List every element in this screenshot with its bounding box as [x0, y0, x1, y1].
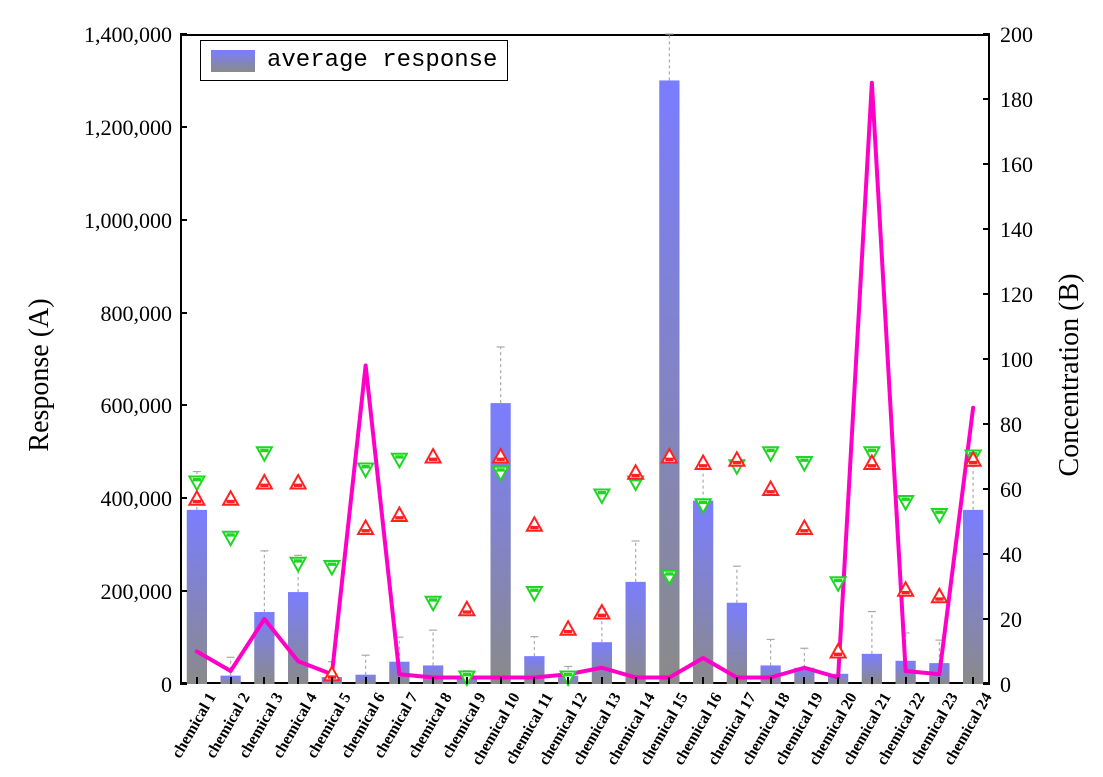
y-left-tick-mark — [180, 404, 187, 406]
x-tick-mark — [668, 677, 670, 684]
y-left-tick-label: 400,000 — [72, 486, 172, 512]
y-right-tick-mark — [983, 228, 990, 230]
y-right-tick-mark — [983, 293, 990, 295]
y-right-tick-label: 160 — [1000, 152, 1033, 178]
x-tick-mark — [702, 677, 704, 684]
y-right-tick-mark — [983, 488, 990, 490]
y-right-tick-mark — [983, 33, 990, 35]
y-right-tick-mark — [983, 553, 990, 555]
y-left-tick-mark — [180, 497, 187, 499]
legend: average response — [200, 40, 508, 81]
y-left-tick-label: 200,000 — [72, 579, 172, 605]
y-right-tick-mark — [983, 163, 990, 165]
y-right-tick-mark — [983, 683, 990, 685]
y-right-tick-label: 40 — [1000, 542, 1022, 568]
y-right-tick-label: 60 — [1000, 477, 1022, 503]
x-tick-mark — [938, 677, 940, 684]
x-tick-mark — [196, 677, 198, 684]
y-left-tick-label: 1,000,000 — [72, 208, 172, 234]
y-right-tick-label: 180 — [1000, 87, 1033, 113]
y-right-tick-label: 120 — [1000, 282, 1033, 308]
y-right-tick-label: 0 — [1000, 672, 1011, 698]
x-tick-mark — [871, 677, 873, 684]
plot-area — [180, 34, 990, 684]
y-right-tick-label: 140 — [1000, 217, 1033, 243]
y-left-tick-label: 600,000 — [72, 393, 172, 419]
y-right-tick-mark — [983, 358, 990, 360]
y-right-tick-label: 20 — [1000, 607, 1022, 633]
x-tick-mark — [601, 677, 603, 684]
x-tick-mark — [365, 677, 367, 684]
y-right-tick-label: 200 — [1000, 22, 1033, 48]
x-tick-mark — [263, 677, 265, 684]
y-left-tick-mark — [180, 219, 187, 221]
y-right-tick-mark — [983, 98, 990, 100]
x-tick-mark — [533, 677, 535, 684]
x-tick-mark — [635, 677, 637, 684]
y-left-tick-label: 1,400,000 — [72, 22, 172, 48]
x-tick-mark — [905, 677, 907, 684]
x-tick-mark — [432, 677, 434, 684]
y-left-tick-label: 800,000 — [72, 301, 172, 327]
y-axis-right-label: Concentration (B) — [1054, 274, 1086, 477]
x-tick-mark — [398, 677, 400, 684]
y-left-tick-mark — [180, 683, 187, 685]
x-tick-mark — [466, 677, 468, 684]
y-right-tick-mark — [983, 618, 990, 620]
x-tick-mark — [770, 677, 772, 684]
x-tick-mark — [972, 677, 974, 684]
chart-container: Response (A) Concentration (B) average r… — [0, 0, 1103, 772]
y-right-tick-label: 100 — [1000, 347, 1033, 373]
x-tick-mark — [837, 677, 839, 684]
y-left-tick-mark — [180, 126, 187, 128]
x-tick-mark — [297, 677, 299, 684]
y-left-tick-label: 1,200,000 — [72, 115, 172, 141]
y-right-tick-label: 80 — [1000, 412, 1022, 438]
x-tick-mark — [230, 677, 232, 684]
x-tick-mark — [567, 677, 569, 684]
x-tick-mark — [331, 677, 333, 684]
y-axis-left-label: Response (A) — [24, 298, 56, 451]
y-left-tick-mark — [180, 590, 187, 592]
x-tick-mark — [803, 677, 805, 684]
y-right-tick-mark — [983, 423, 990, 425]
y-left-tick-mark — [180, 33, 187, 35]
x-tick-mark — [736, 677, 738, 684]
y-left-tick-mark — [180, 312, 187, 314]
legend-text: average response — [267, 47, 497, 74]
x-tick-mark — [500, 677, 502, 684]
legend-swatch — [211, 50, 255, 72]
y-left-tick-label: 0 — [72, 672, 172, 698]
